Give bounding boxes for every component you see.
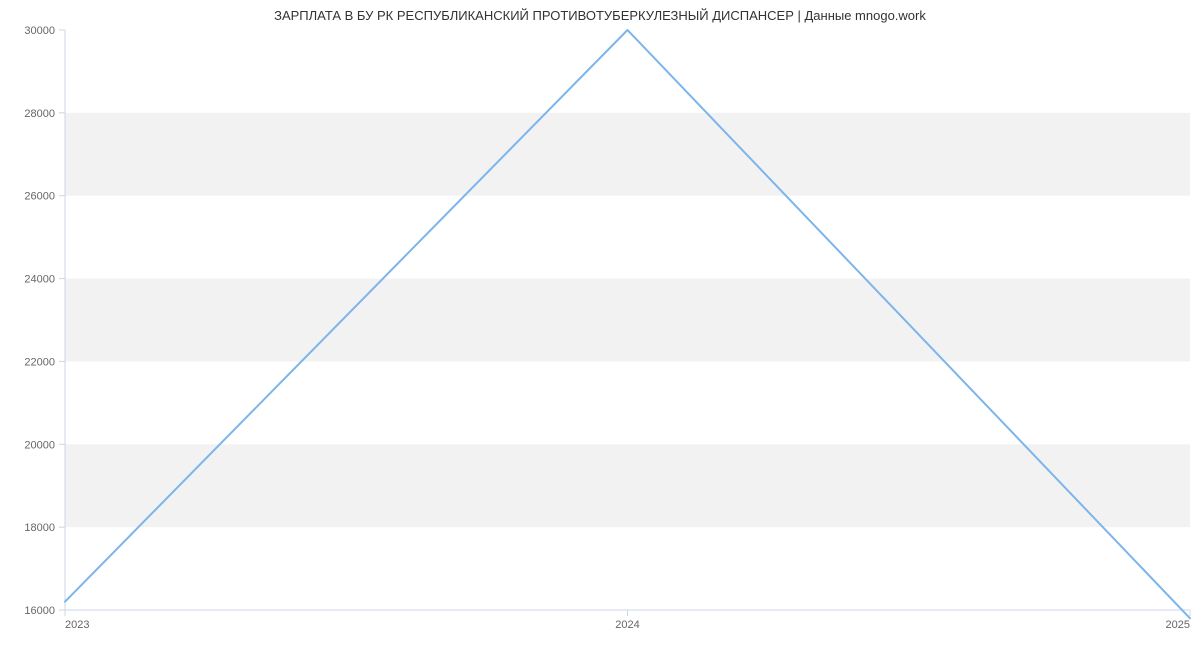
plot-band: [65, 279, 1190, 362]
y-tick-label: 20000: [24, 439, 55, 451]
plot-band: [65, 444, 1190, 527]
y-tick-label: 26000: [24, 191, 55, 203]
y-tick-label: 18000: [24, 522, 55, 534]
y-tick-label: 30000: [24, 25, 55, 37]
y-tick-label: 24000: [24, 274, 55, 286]
plot-band: [65, 113, 1190, 196]
chart-svg: 16000 18000 20000 22000 24000 26000 28000 30000…: [0, 0, 1200, 650]
y-tick-label: 22000: [24, 356, 55, 368]
chart-container: ЗАРПЛАТА В БУ РК РЕСПУБЛИКАНСКИЙ ПРОТИВО…: [0, 0, 1200, 650]
x-tick-label: 2024: [615, 619, 639, 631]
y-tick-label: 16000: [24, 605, 55, 617]
y-tick-label: 28000: [24, 108, 55, 120]
x-tick-label: 2023: [65, 619, 89, 631]
x-tick-label: 2025: [1166, 619, 1190, 631]
